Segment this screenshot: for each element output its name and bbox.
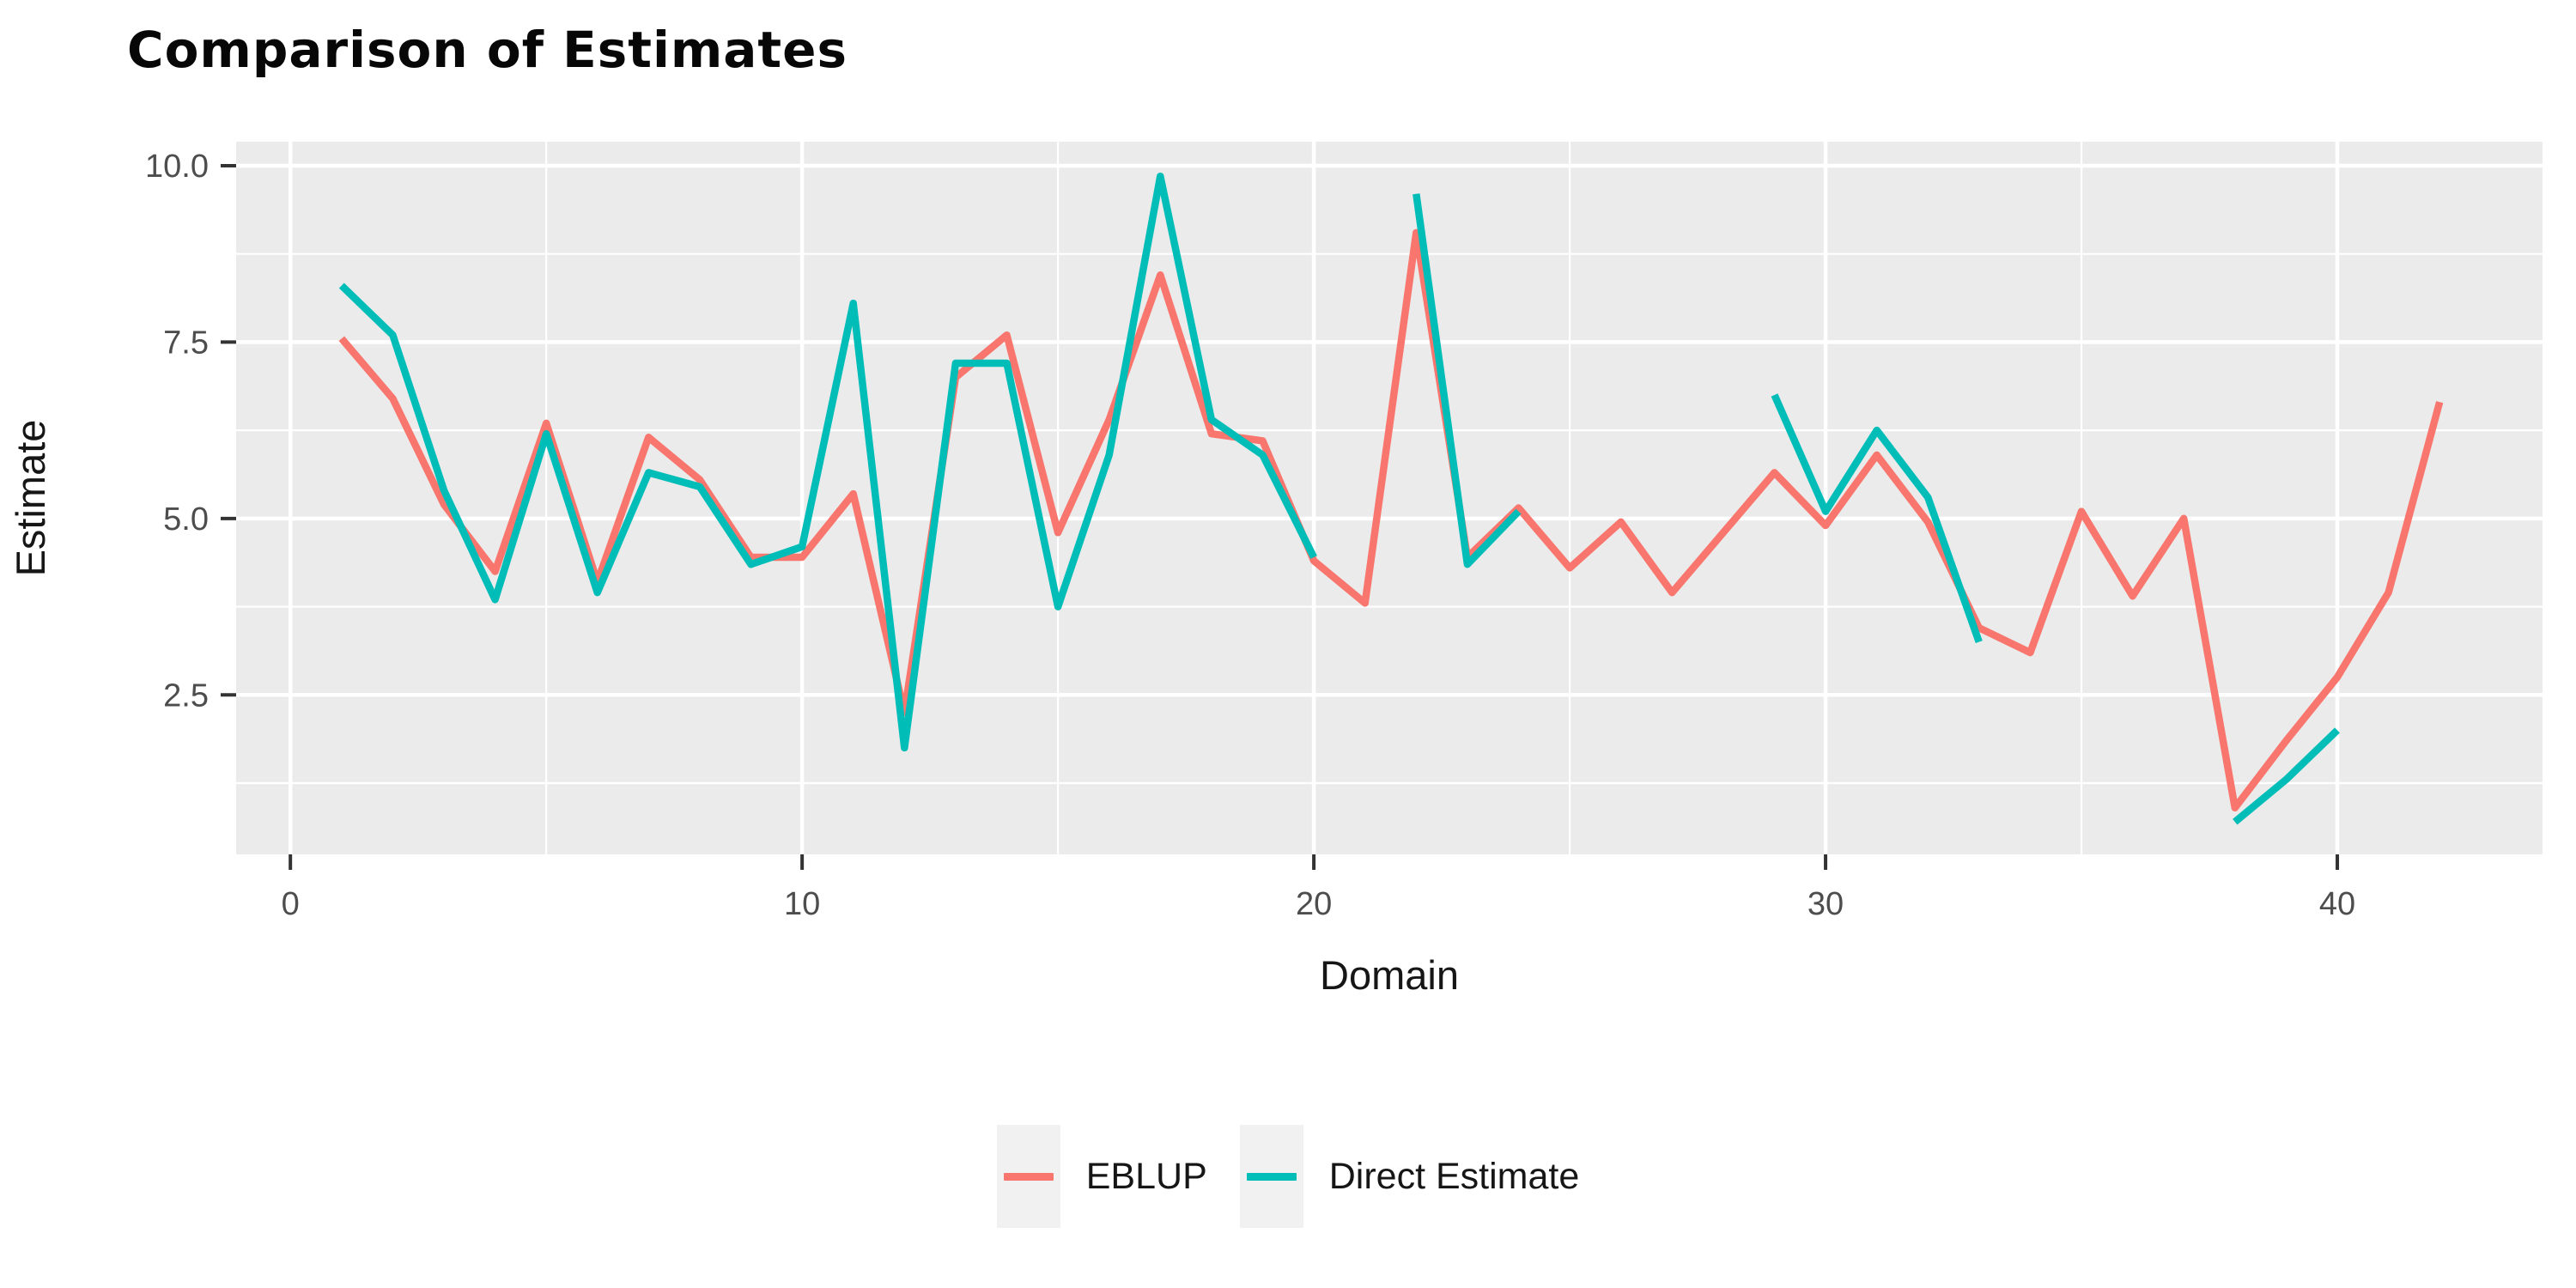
x-tick-label: 10 (784, 886, 820, 922)
legend-key-swatch (1239, 1125, 1303, 1228)
chart-title: Comparison of Estimates (127, 21, 848, 79)
legend-item-direct-estimate: Direct Estimate (1239, 1125, 1580, 1228)
x-axis-title: Domain (1320, 952, 1459, 998)
series-line-direct-estimate (1771, 393, 1983, 644)
y-tick-label: 5.0 (163, 501, 209, 538)
x-tick-label: 20 (1296, 886, 1332, 922)
data-series (338, 173, 2444, 825)
series-line-direct-estimate (2233, 727, 2340, 825)
x-tick-label: 40 (2319, 886, 2355, 922)
series-line-direct-estimate (338, 173, 1317, 752)
legend-key-line (1003, 1172, 1054, 1181)
legend-item-eblup: EBLUP (996, 1125, 1207, 1228)
y-axis-title: Estimate (8, 420, 53, 577)
x-tick-label: 0 (282, 886, 300, 922)
legend: EBLUP Direct Estimate (0, 1112, 2576, 1241)
gridlines (236, 142, 2543, 854)
y-tick-label: 2.5 (163, 677, 209, 714)
line-chart: 2.5 5.0 7.5 10.0 0 10 20 30 40 Comparison of Est… (8, 21, 2543, 998)
legend-label: EBLUP (1085, 1155, 1207, 1197)
legend-label: Direct Estimate (1328, 1155, 1580, 1197)
series-line-direct-estimate (1413, 193, 1522, 568)
axes: 2.5 5.0 7.5 10.0 0 10 20 30 40 (145, 149, 2355, 922)
y-tick-label: 7.5 (163, 325, 209, 361)
legend-key-line (1246, 1172, 1297, 1181)
series-line-eblup (338, 228, 2444, 812)
y-tick-label: 10.0 (145, 149, 209, 185)
panel-background (236, 142, 2543, 854)
plot-panel (236, 142, 2543, 854)
legend-key-swatch (996, 1125, 1060, 1228)
x-tick-label: 30 (1807, 886, 1844, 922)
